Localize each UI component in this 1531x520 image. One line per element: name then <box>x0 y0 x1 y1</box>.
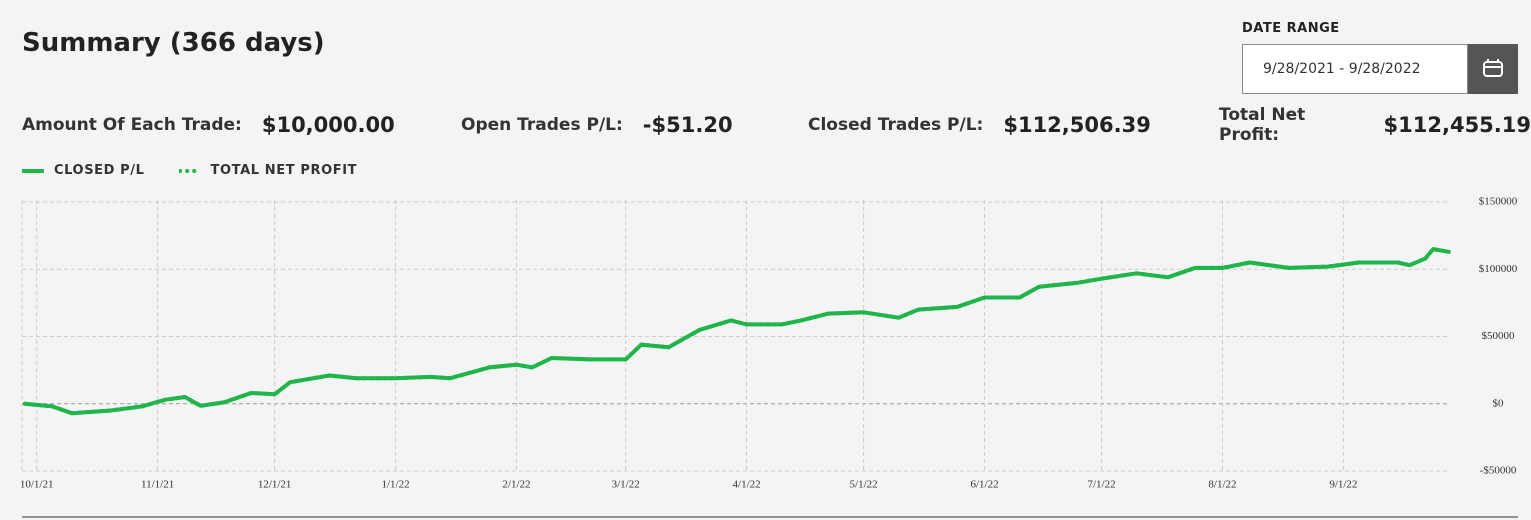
y-tick-label: $150000 <box>1479 196 1518 208</box>
calendar-button[interactable] <box>1468 44 1518 94</box>
x-tick-label: 6/1/22 <box>970 479 998 491</box>
x-tick-label: 8/1/22 <box>1208 479 1236 491</box>
series-line <box>23 247 1451 416</box>
x-tick-label: 4/1/22 <box>733 479 761 491</box>
x-tick-label: 11/1/21 <box>141 479 174 491</box>
x-tick-label: 2/1/22 <box>502 479 530 491</box>
x-tick-label: 12/1/21 <box>258 479 292 491</box>
date-range-input[interactable]: 9/28/2021 - 9/28/2022 <box>1242 44 1468 94</box>
x-tick-label: 5/1/22 <box>850 479 878 491</box>
chart: -$50000 $0 $50000 $100000 $150000 10/1/21 11/1… <box>20 196 1518 518</box>
stat-value: $112,506.39 <box>1003 113 1151 137</box>
stat: Open Trades P/L: -$51.20 <box>461 110 733 140</box>
stat: Total Net Profit: $112,455.19 <box>1219 105 1531 145</box>
stat-value: $10,000.00 <box>261 113 395 137</box>
y-tick-label: $0 <box>1493 397 1505 409</box>
date-range-label: DATE RANGE <box>1242 21 1340 36</box>
legend-item[interactable]: TOTAL NET PROFIT <box>178 163 358 178</box>
series-line <box>23 247 1451 416</box>
legend-label: TOTAL NET PROFIT <box>210 163 358 178</box>
legend-swatch <box>178 168 201 173</box>
stat: Amount Of Each Trade: $10,000.00 <box>22 110 395 140</box>
legend-swatch <box>22 168 44 173</box>
stat: Closed Trades P/L: $112,506.39 <box>808 110 1151 140</box>
stat-value: $112,455.19 <box>1383 113 1531 137</box>
page-title: Summary (366 days) <box>22 28 325 58</box>
x-tick-label: 1/1/22 <box>381 479 409 491</box>
stat-label: Open Trades P/L: <box>461 115 623 135</box>
legend-item[interactable]: CLOSED P/L <box>22 163 145 178</box>
stat-label: Total Net Profit: <box>1219 105 1306 145</box>
x-tick-label: 7/1/22 <box>1087 479 1115 491</box>
x-tick-label: 10/1/21 <box>20 479 54 491</box>
x-tick-label: 3/1/22 <box>612 479 640 491</box>
stat-label: Closed Trades P/L: <box>808 115 984 135</box>
stat-label: Amount Of Each Trade: <box>22 115 242 135</box>
legend: CLOSED P/L TOTAL NET PROFIT <box>22 163 381 178</box>
x-tick-label: 9/1/22 <box>1329 479 1357 491</box>
y-tick-label: $100000 <box>1479 263 1518 275</box>
stat-value: -$51.20 <box>642 113 733 137</box>
legend-label: CLOSED P/L <box>54 163 145 178</box>
calendar-icon <box>1483 59 1503 77</box>
y-tick-label: -$50000 <box>1480 465 1517 477</box>
y-tick-label: $50000 <box>1482 330 1516 342</box>
